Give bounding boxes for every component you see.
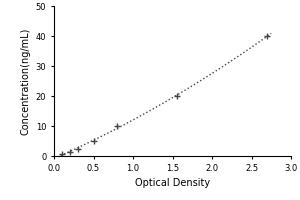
X-axis label: Optical Density: Optical Density (135, 178, 210, 188)
Y-axis label: Concentration(ng/mL): Concentration(ng/mL) (20, 27, 30, 135)
